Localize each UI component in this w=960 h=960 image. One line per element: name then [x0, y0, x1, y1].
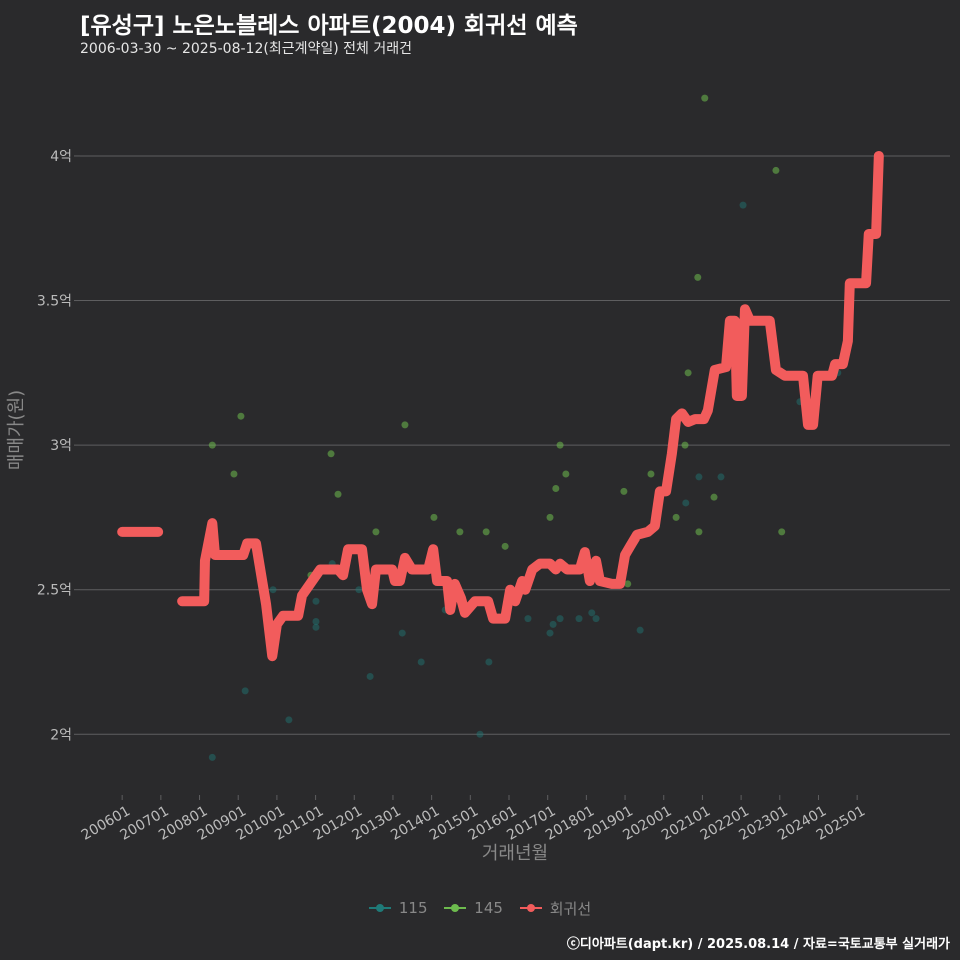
data-point-145 — [684, 369, 692, 377]
data-point-145 — [620, 487, 628, 495]
data-point-115 — [546, 629, 554, 637]
data-point-145 — [710, 493, 718, 501]
data-point-115 — [398, 629, 406, 637]
data-point-115 — [549, 620, 557, 628]
legend-label: 115 — [398, 899, 428, 917]
data-point-145 — [694, 273, 702, 281]
data-point-145 — [401, 421, 409, 429]
chart-title: [유성구] 노은노블레스 아파트(2004) 회귀선 예측 — [80, 13, 578, 39]
data-point-115 — [476, 730, 484, 738]
data-point-145 — [624, 580, 632, 588]
data-point-145 — [334, 490, 342, 498]
legend-item-145[interactable]: 145 — [444, 899, 503, 917]
y-tick-label: 3.5억 — [37, 294, 72, 310]
chart-subtitle: 2006-03-30 ~ 2025-08-12(최근계약일) 전체 거래건 — [80, 41, 412, 57]
legend-item-regression[interactable]: 회귀선 — [519, 898, 592, 919]
data-point-145 — [552, 484, 560, 492]
data-point-115 — [366, 672, 374, 680]
data-point-115 — [269, 586, 277, 594]
data-point-115 — [312, 623, 320, 631]
y-tick-label: 2억 — [50, 727, 72, 743]
data-point-145 — [501, 542, 509, 550]
data-point-145 — [556, 441, 564, 449]
data-point-115 — [485, 658, 493, 666]
data-point-115 — [312, 618, 320, 626]
data-point-115 — [556, 615, 564, 623]
legend-key-regression — [519, 904, 542, 912]
data-point-115 — [682, 499, 690, 507]
y-tick-label: 2.5억 — [37, 583, 72, 599]
data-point-115 — [417, 658, 425, 666]
legend-label: 회귀선 — [549, 899, 592, 918]
data-point-115 — [588, 609, 596, 617]
data-point-115 — [695, 473, 703, 481]
data-point-145 — [695, 528, 703, 536]
data-point-115 — [524, 615, 532, 623]
data-point-145 — [456, 528, 464, 536]
data-point-145 — [208, 441, 216, 449]
y-tick-label: 4억 — [50, 149, 72, 165]
data-point-115 — [312, 597, 320, 605]
data-point-115 — [208, 753, 216, 761]
data-point-145 — [327, 450, 335, 458]
legend: 115 145 회귀선 — [0, 895, 960, 919]
data-point-145 — [672, 513, 680, 521]
legend-key-115 — [368, 904, 391, 912]
regression-line — [177, 150, 884, 662]
legend-item-115[interactable]: 115 — [368, 899, 428, 917]
data-point-145 — [230, 470, 238, 478]
data-point-145 — [562, 470, 570, 478]
data-point-115 — [636, 626, 644, 634]
data-point-115 — [592, 615, 600, 623]
data-point-145 — [701, 94, 709, 102]
data-point-145 — [647, 470, 655, 478]
data-point-115 — [241, 687, 249, 695]
data-point-115 — [355, 586, 363, 594]
y-tick-label: 3억 — [50, 438, 72, 454]
data-point-115 — [285, 716, 293, 724]
data-point-145 — [237, 412, 245, 420]
legend-key-145 — [444, 904, 467, 912]
data-point-145 — [546, 513, 554, 521]
data-point-115 — [575, 615, 583, 623]
footer-credit: ⓒ디아파트(dapt.kr) / 2025.08.14 / 자료=국토교통부 실… — [566, 937, 950, 952]
data-point-145 — [772, 166, 780, 174]
data-point-145 — [372, 528, 380, 536]
x-axis-label: 거래년월 — [482, 843, 548, 864]
data-point-115 — [739, 201, 747, 209]
data-point-145 — [681, 441, 689, 449]
data-point-145 — [482, 528, 490, 536]
data-point-115 — [717, 473, 725, 481]
legend-label: 145 — [474, 899, 503, 917]
data-point-145 — [430, 513, 438, 521]
data-point-145 — [778, 528, 786, 536]
y-axis-label: 매매가(원) — [6, 390, 27, 470]
